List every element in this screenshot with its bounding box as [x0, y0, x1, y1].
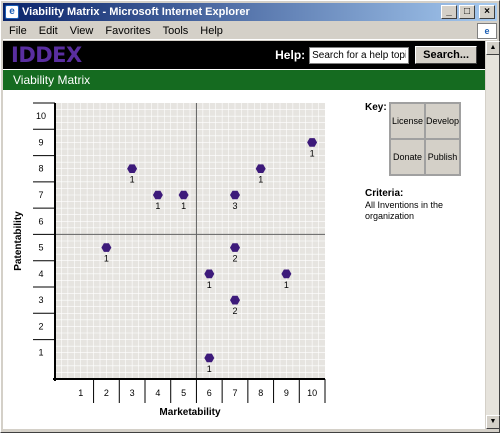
menu-favorites[interactable]: Favorites — [105, 24, 151, 37]
data-point-marker[interactable] — [204, 353, 215, 363]
data-point-marker[interactable] — [255, 164, 266, 173]
data-point-count-label: 1 — [181, 201, 186, 211]
scroll-up-arrow-icon[interactable]: ▲ — [486, 41, 500, 55]
title-bar: e Viability Matrix - Microsoft Internet … — [3, 3, 497, 21]
menu-file[interactable]: File — [9, 24, 27, 37]
iddex-logo[interactable]: IDDEX — [11, 43, 82, 67]
maximize-button[interactable]: □ — [459, 5, 475, 19]
help-label: Help: — [275, 48, 306, 62]
data-point-marker[interactable] — [178, 190, 189, 200]
data-point-marker[interactable] — [281, 269, 292, 279]
data-point-count-label: 2 — [232, 306, 237, 316]
data-point-marker[interactable] — [204, 269, 215, 279]
scroll-down-arrow-icon[interactable]: ▼ — [486, 415, 500, 429]
menu-bar: File Edit View Favorites Tools Help e — [3, 22, 497, 40]
data-point-count-label: 1 — [258, 175, 263, 185]
key-publish: Publish — [424, 139, 460, 175]
data-point-marker[interactable] — [230, 243, 240, 252]
data-point-marker[interactable] — [230, 190, 240, 200]
data-point-count-label: 2 — [232, 254, 237, 264]
x-tick-label: 6 — [207, 388, 212, 398]
site-header: IDDEX Help: Search... — [3, 41, 485, 69]
criteria-title: Criteria: — [365, 188, 404, 199]
x-tick-label: 7 — [232, 388, 237, 398]
search-button[interactable]: Search... — [415, 46, 477, 64]
key-develop: Develop — [424, 103, 460, 139]
x-tick-label: 8 — [258, 388, 263, 398]
data-point-marker[interactable] — [230, 295, 240, 305]
y-tick-label: 5 — [38, 243, 43, 253]
y-tick-label: 1 — [38, 348, 43, 358]
y-tick-label: 4 — [38, 269, 43, 279]
data-point-count-label: 3 — [232, 201, 237, 211]
x-axis-title: Marketability — [159, 407, 221, 418]
x-tick-label: 10 — [307, 388, 317, 398]
page-content: IDDEX Help: Search... Viability Matrix 1… — [3, 41, 485, 429]
minimize-button[interactable]: _ — [441, 5, 457, 19]
key-donate: Donate — [390, 139, 425, 175]
close-button[interactable]: × — [479, 5, 495, 19]
y-tick-label: 6 — [38, 216, 43, 226]
menu-tools[interactable]: Tools — [162, 24, 189, 37]
y-tick-label: 10 — [36, 111, 46, 121]
data-point-count-label: 1 — [207, 280, 212, 290]
data-point-count-label: 1 — [284, 280, 289, 290]
help-search-input[interactable] — [309, 46, 410, 64]
menu-help[interactable]: Help — [200, 24, 223, 37]
page-title: Viability Matrix — [3, 70, 485, 90]
data-point-marker[interactable] — [152, 190, 163, 200]
data-point-count-label: 1 — [207, 364, 212, 374]
data-point-count-label: 1 — [155, 201, 160, 211]
x-tick-label: 5 — [181, 388, 186, 398]
data-point-count-label: 1 — [310, 148, 315, 158]
x-tick-label: 9 — [284, 388, 289, 398]
window-title: Viability Matrix - Microsoft Internet Ex… — [22, 6, 250, 18]
data-point-count-label: 1 — [130, 175, 135, 185]
viability-matrix-chart: 1 2 3 4 5 6 7 8 9 10 1 2 3 4 5 6 7 8 9 10 Marketability Paten… — [11, 99, 341, 429]
menu-edit[interactable]: Edit — [38, 24, 58, 37]
x-tick-label: 1 — [78, 388, 83, 398]
x-tick-label: 4 — [155, 388, 160, 398]
status-bar — [3, 429, 497, 432]
data-point-marker[interactable] — [101, 243, 112, 252]
ie-throbber-icon: e — [477, 22, 497, 39]
y-tick-label: 3 — [38, 295, 43, 305]
y-tick-label: 8 — [38, 164, 43, 174]
x-tick-label: 2 — [104, 388, 109, 398]
y-axis-title: Patentability — [13, 211, 24, 271]
menu-view[interactable]: View — [69, 24, 94, 37]
key-table: License Develop Donate Publish — [389, 102, 461, 176]
data-point-marker[interactable] — [127, 164, 138, 173]
y-tick-label: 7 — [38, 190, 43, 200]
key-title: Key: — [365, 102, 387, 113]
criteria-text: All Inventions in the organization — [365, 200, 444, 221]
y-tick-label: 2 — [38, 321, 43, 331]
vertical-scrollbar[interactable]: ▲ ▼ — [485, 41, 500, 429]
y-tick-label: 9 — [38, 137, 43, 147]
key-license: License — [390, 103, 425, 139]
ie-app-icon: e — [5, 5, 19, 19]
data-point-count-label: 1 — [104, 254, 109, 264]
x-tick-label: 3 — [130, 388, 135, 398]
chart-svg: 1 2 3 4 5 6 7 8 9 10 1 2 3 4 5 6 7 8 9 10 Marketability Paten… — [13, 102, 326, 418]
data-point-marker[interactable] — [307, 138, 318, 147]
